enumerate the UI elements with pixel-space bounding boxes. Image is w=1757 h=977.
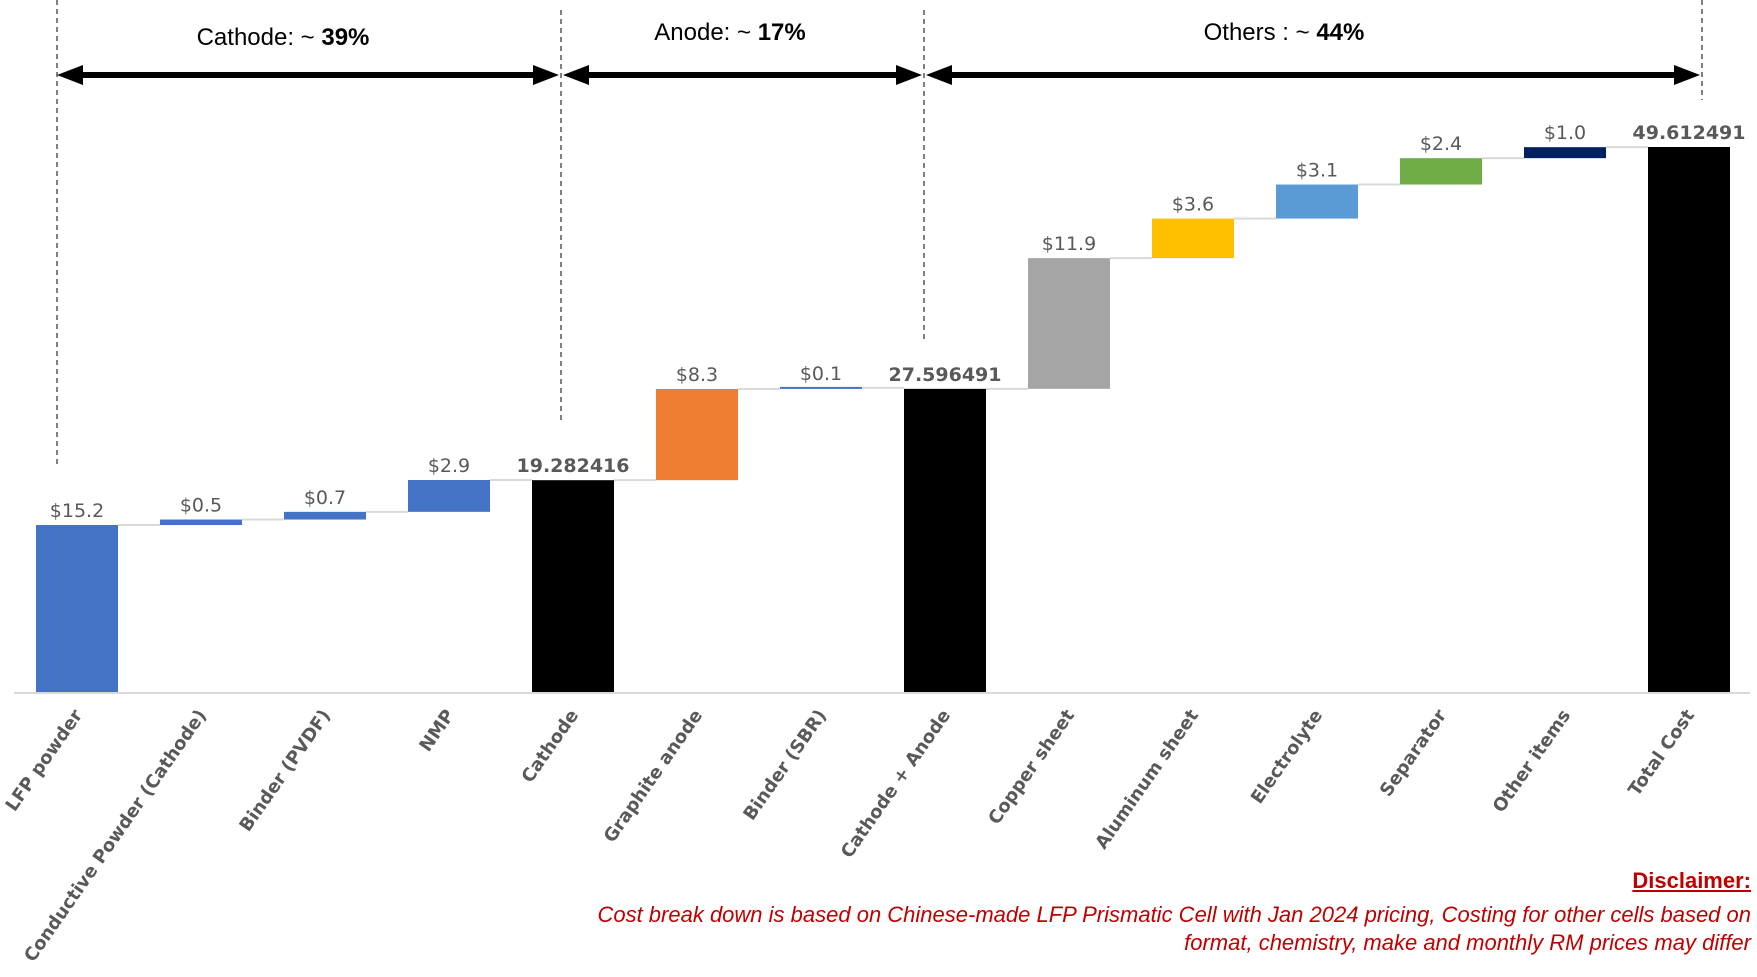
x-tick-label: LFP powder <box>2 706 88 816</box>
value-label: 27.596491 <box>889 364 1002 386</box>
x-tick-label: Graphite anode <box>600 706 707 847</box>
bars <box>36 147 1730 692</box>
bar <box>160 519 242 526</box>
bar <box>532 480 614 692</box>
x-tick-label: Cathode <box>518 706 584 787</box>
value-label: $0.5 <box>180 495 222 517</box>
section-span-arrow <box>563 65 922 85</box>
bar <box>656 389 738 481</box>
section-header-others-value: 44% <box>1316 19 1365 46</box>
x-tick-label: Aluminum sheet <box>1091 706 1203 854</box>
value-label: $0.1 <box>800 363 842 385</box>
bar-connectors <box>118 146 1648 527</box>
section-header-others-prefix: Others : ~ <box>1203 19 1317 46</box>
bar <box>36 525 118 692</box>
value-label: $8.3 <box>676 364 718 386</box>
bar <box>1152 218 1234 259</box>
value-label: $2.9 <box>428 455 470 477</box>
disclaimer-title: Disclaimer: <box>1632 868 1751 893</box>
value-label: $11.9 <box>1042 233 1096 255</box>
bar <box>780 386 862 389</box>
value-label: $1.0 <box>1544 122 1586 144</box>
x-tick-label: Copper sheet <box>984 706 1079 829</box>
x-tick-label: NMP <box>415 706 459 756</box>
bar <box>284 511 366 520</box>
value-label: $3.6 <box>1172 194 1214 216</box>
value-label: $2.4 <box>1420 133 1462 155</box>
section-span-arrow <box>926 65 1700 85</box>
bar <box>1028 258 1110 389</box>
section-header-anode-prefix: Anode: ~ <box>654 19 758 46</box>
section-header-cathode-prefix: Cathode: ~ <box>196 24 322 51</box>
section-header-cathode: Cathode: ~ 39% <box>197 24 370 52</box>
x-tick-label: Cathode + Anode <box>837 706 955 862</box>
section-guides <box>56 0 1703 465</box>
section-header-others: Others : ~ 44% <box>1204 19 1365 47</box>
section-header-anode-value: 17% <box>757 19 806 46</box>
bar <box>1276 184 1358 219</box>
section-span-arrow <box>57 65 559 85</box>
value-label: $15.2 <box>50 500 104 522</box>
x-tick-label: Total Cost <box>1624 706 1699 801</box>
bar <box>1400 158 1482 185</box>
value-labels: $15.2 $0.5 $0.7 $2.9 19.282416 $8.3 $0.1 27.596… <box>50 122 1746 522</box>
bar <box>904 388 986 692</box>
value-label: $3.1 <box>1296 160 1338 182</box>
section-header-cathode-value: 39% <box>321 24 370 51</box>
bar <box>408 479 490 512</box>
x-tick-label: Binder (SBR) <box>739 706 831 824</box>
value-label: 49.612491 <box>1633 122 1746 144</box>
x-tick-label: Separator <box>1376 706 1451 801</box>
bar <box>1524 147 1606 159</box>
value-label: 19.282416 <box>517 455 630 477</box>
disclaimer-text: Cost break down is based on Chinese-made… <box>597 902 1751 955</box>
x-tick-label: Other items <box>1489 706 1575 817</box>
section-header-anode: Anode: ~ 17% <box>654 19 805 47</box>
x-tick-label: Electrolyte <box>1247 706 1327 808</box>
bar <box>1648 147 1730 692</box>
value-label: $0.7 <box>304 487 346 509</box>
x-tick-label: Binder (PVDF) <box>235 706 335 836</box>
